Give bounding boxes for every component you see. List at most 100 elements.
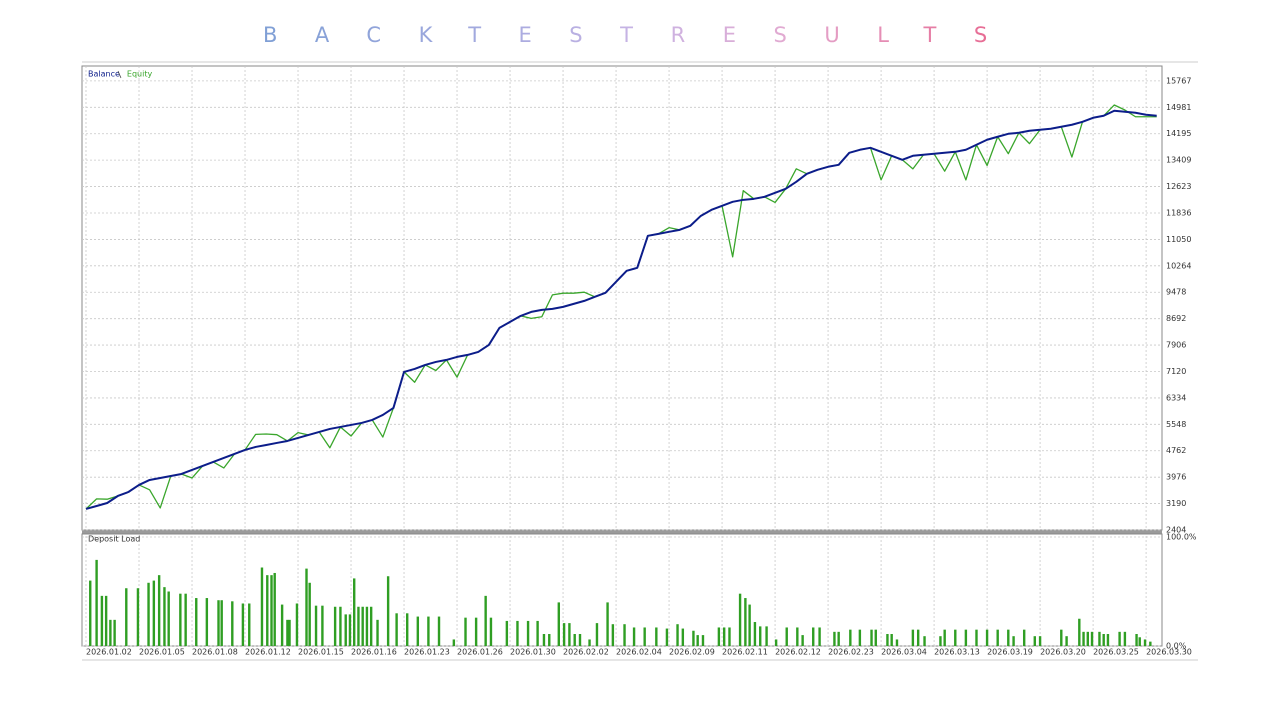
- y-tick-label: 100.0%: [1166, 533, 1197, 542]
- bar: [308, 582, 311, 646]
- x-tick-label: 2026.01.15: [298, 648, 344, 657]
- series-line: [85, 109, 1157, 510]
- bar: [548, 634, 551, 646]
- bar: [568, 623, 571, 646]
- bar: [1082, 631, 1085, 646]
- bar: [759, 626, 762, 646]
- bar: [833, 631, 836, 646]
- y-tick-label: 11836: [1166, 208, 1191, 217]
- x-tick-label: 2026.01.02: [86, 648, 132, 657]
- y-tick-label: 10264: [1166, 261, 1191, 270]
- labels: 2404 3190 3976 4762 5548 6334 7120 7906 8692 9478…: [86, 70, 1197, 657]
- bar: [163, 587, 166, 646]
- y-tick-label: 0.0%: [1166, 642, 1187, 651]
- bar: [1118, 631, 1121, 646]
- bar: [1065, 636, 1068, 646]
- bar: [985, 629, 989, 646]
- bar: [369, 606, 373, 646]
- bar: [526, 620, 530, 646]
- bar: [1102, 634, 1105, 646]
- bar: [1038, 636, 1042, 646]
- bar: [205, 598, 209, 646]
- bar: [595, 623, 599, 646]
- bar: [266, 575, 269, 646]
- y-tick-label: 8692: [1166, 314, 1186, 323]
- bar: [692, 630, 695, 646]
- bar: [260, 567, 264, 646]
- x-tick-label: 2026.03.20: [1040, 648, 1086, 657]
- bar: [964, 629, 968, 646]
- bar: [744, 598, 747, 646]
- bar: [870, 629, 873, 646]
- bar: [89, 580, 92, 646]
- bar: [1098, 631, 1101, 646]
- bar: [109, 619, 112, 646]
- bar: [1033, 636, 1036, 646]
- bar: [943, 629, 946, 646]
- x-tick-label: 2026.01.26: [457, 648, 503, 657]
- bar: [179, 593, 182, 646]
- bar: [157, 575, 161, 646]
- chart-title: Deposit Load: [88, 535, 140, 544]
- bar: [874, 629, 877, 646]
- bar: [357, 606, 360, 646]
- bar: [722, 627, 726, 646]
- bar: [286, 619, 289, 646]
- bar: [588, 639, 591, 646]
- bar: [1138, 637, 1141, 646]
- bar: [333, 606, 337, 646]
- bar: [344, 614, 347, 646]
- bar: [916, 629, 920, 646]
- bar: [562, 623, 566, 646]
- y-tick-label: 15767: [1166, 76, 1191, 85]
- bar: [100, 595, 104, 646]
- separator: [82, 530, 1162, 534]
- grid: [82, 66, 1162, 647]
- bar: [220, 600, 223, 646]
- bar: [147, 582, 150, 646]
- x-tick-label: 2026.01.12: [245, 648, 291, 657]
- bar: [427, 616, 430, 646]
- bar: [406, 613, 409, 646]
- bar: [911, 629, 915, 646]
- bar: [273, 572, 276, 646]
- bar: [923, 636, 926, 646]
- legend-separator: [117, 70, 122, 79]
- bar: [939, 636, 942, 646]
- x-tick-label: 2026.02.04: [616, 648, 662, 657]
- bar: [975, 629, 978, 646]
- bar: [536, 620, 539, 646]
- bar: [217, 600, 220, 646]
- bar: [474, 617, 478, 646]
- bar: [167, 591, 170, 646]
- x-tick-label: 2026.02.09: [669, 648, 715, 657]
- bar: [996, 629, 999, 646]
- bar: [858, 629, 862, 646]
- bar: [801, 635, 804, 646]
- y-tick-label: 3190: [1166, 499, 1186, 508]
- bar: [753, 622, 757, 646]
- bar: [104, 595, 108, 646]
- x-tick-label: 2026.03.30: [1146, 648, 1192, 657]
- bar: [1090, 631, 1094, 646]
- y-tick-label: 2404: [1166, 526, 1186, 535]
- x-tick-label: 2026.02.11: [722, 648, 768, 657]
- bar: [288, 619, 291, 646]
- bar: [321, 605, 324, 646]
- x-tick-label: 2026.03.19: [987, 648, 1033, 657]
- bar: [113, 619, 116, 646]
- bar: [386, 576, 390, 646]
- x-tick-label: 2026.01.16: [351, 648, 397, 657]
- page-title: BACKTEST RESULTS: [263, 23, 1025, 47]
- bar: [125, 588, 128, 646]
- bar: [505, 620, 509, 646]
- x-tick-label: 2026.01.05: [139, 648, 185, 657]
- bar: [1143, 639, 1147, 646]
- y-tick-label: 7120: [1166, 367, 1186, 376]
- bar: [837, 631, 840, 646]
- series-line: [85, 104, 1157, 510]
- bar: [696, 635, 699, 646]
- bar: [890, 634, 893, 646]
- x-tick-label: 2026.02.23: [828, 648, 874, 657]
- bar: [681, 628, 685, 646]
